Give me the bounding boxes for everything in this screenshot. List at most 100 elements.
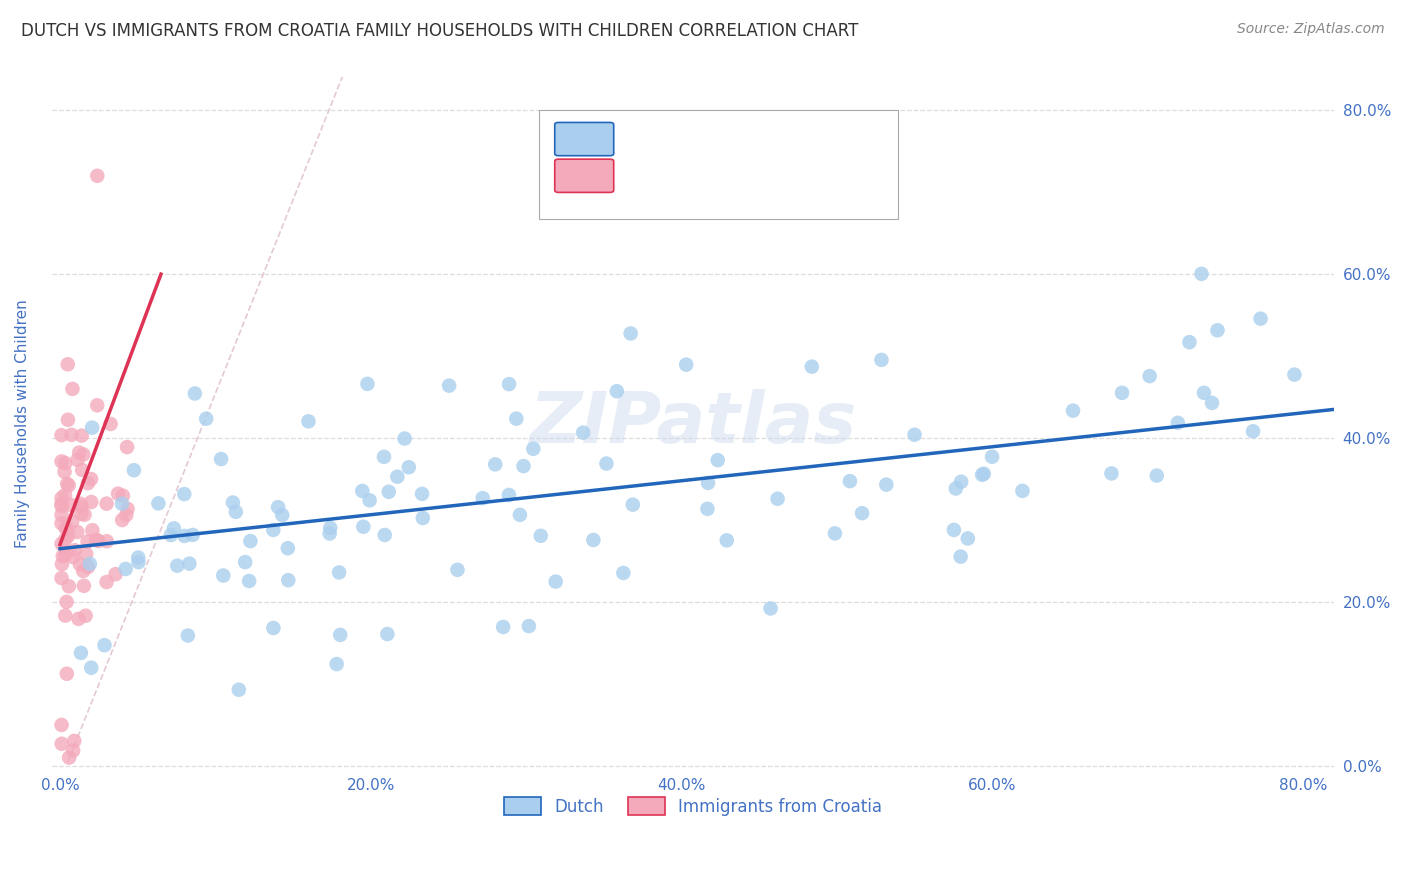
Point <box>58 750 80 764</box>
Point <box>696 501 718 516</box>
Point <box>69 558 91 572</box>
Point <box>67 445 90 459</box>
Point <box>80 661 103 675</box>
Point <box>1284 368 1306 382</box>
Point <box>851 506 873 520</box>
Point <box>277 541 299 556</box>
Point <box>51 491 73 505</box>
Point <box>1139 369 1161 384</box>
Point <box>66 453 89 467</box>
Point <box>606 384 628 399</box>
Point <box>620 326 643 341</box>
Point <box>374 528 396 542</box>
Point <box>70 646 93 660</box>
Point <box>1206 323 1229 337</box>
Point <box>1241 424 1264 438</box>
Point <box>70 500 93 514</box>
Point <box>62 744 84 758</box>
Legend: Dutch, Immigrants from Croatia: Dutch, Immigrants from Croatia <box>495 789 891 824</box>
Point <box>359 493 381 508</box>
Point <box>972 467 994 482</box>
Point <box>51 557 73 571</box>
Point <box>70 507 93 521</box>
Point <box>100 417 122 431</box>
Point <box>122 463 145 477</box>
Point <box>262 523 284 537</box>
Point <box>60 498 83 512</box>
Point <box>572 425 595 440</box>
Point <box>53 456 76 470</box>
Point <box>60 515 83 529</box>
Point <box>96 575 118 590</box>
Point <box>148 496 170 510</box>
Point <box>96 534 118 549</box>
Text: R = 0.434   N =  76: R = 0.434 N = 76 <box>626 165 801 183</box>
Point <box>973 467 995 481</box>
Point <box>82 420 104 434</box>
Point <box>1250 311 1272 326</box>
Y-axis label: Family Households with Children: Family Households with Children <box>15 300 30 548</box>
Point <box>956 532 979 546</box>
Point <box>239 534 262 549</box>
Point <box>377 627 399 641</box>
Point <box>173 529 195 543</box>
Point <box>70 428 93 442</box>
Point <box>51 737 73 751</box>
Point <box>582 533 605 547</box>
Point <box>60 428 83 442</box>
Point <box>179 557 201 571</box>
Point <box>115 440 138 454</box>
Point <box>62 382 84 396</box>
Point <box>498 488 520 502</box>
Point <box>51 499 73 513</box>
Point <box>1101 467 1123 481</box>
Point <box>55 666 77 681</box>
Text: Source: ZipAtlas.com: Source: ZipAtlas.com <box>1237 22 1385 37</box>
Point <box>233 555 256 569</box>
Point <box>222 495 245 509</box>
Point <box>1167 416 1189 430</box>
Point <box>394 432 416 446</box>
Point <box>697 475 720 490</box>
Point <box>949 549 972 564</box>
Point <box>77 560 100 574</box>
Point <box>53 608 76 623</box>
Point <box>942 523 965 537</box>
Point <box>446 563 468 577</box>
Point <box>325 657 347 671</box>
Point <box>58 529 80 543</box>
Point <box>82 523 104 537</box>
Point <box>163 521 186 535</box>
Point <box>63 734 86 748</box>
Point <box>184 386 207 401</box>
Point <box>238 574 260 588</box>
Point <box>62 550 84 565</box>
Point <box>1201 396 1223 410</box>
Point <box>800 359 823 374</box>
Point <box>875 477 897 491</box>
Point <box>509 508 531 522</box>
Point <box>1192 385 1215 400</box>
Point <box>212 568 235 582</box>
Point <box>111 489 134 503</box>
Point <box>75 547 97 561</box>
Point <box>766 491 789 506</box>
Point <box>73 579 96 593</box>
Point <box>824 526 846 541</box>
Point <box>86 169 108 183</box>
Point <box>352 483 374 498</box>
Point <box>387 469 409 483</box>
Point <box>51 497 73 511</box>
Point <box>114 562 136 576</box>
Point <box>328 566 350 580</box>
Point <box>411 487 433 501</box>
Point <box>352 520 374 534</box>
Point <box>675 358 697 372</box>
Point <box>58 579 80 593</box>
Point <box>870 352 893 367</box>
Point <box>1011 483 1033 498</box>
Point <box>72 564 94 578</box>
Point <box>55 521 77 535</box>
Point <box>51 571 73 585</box>
Point <box>75 608 97 623</box>
